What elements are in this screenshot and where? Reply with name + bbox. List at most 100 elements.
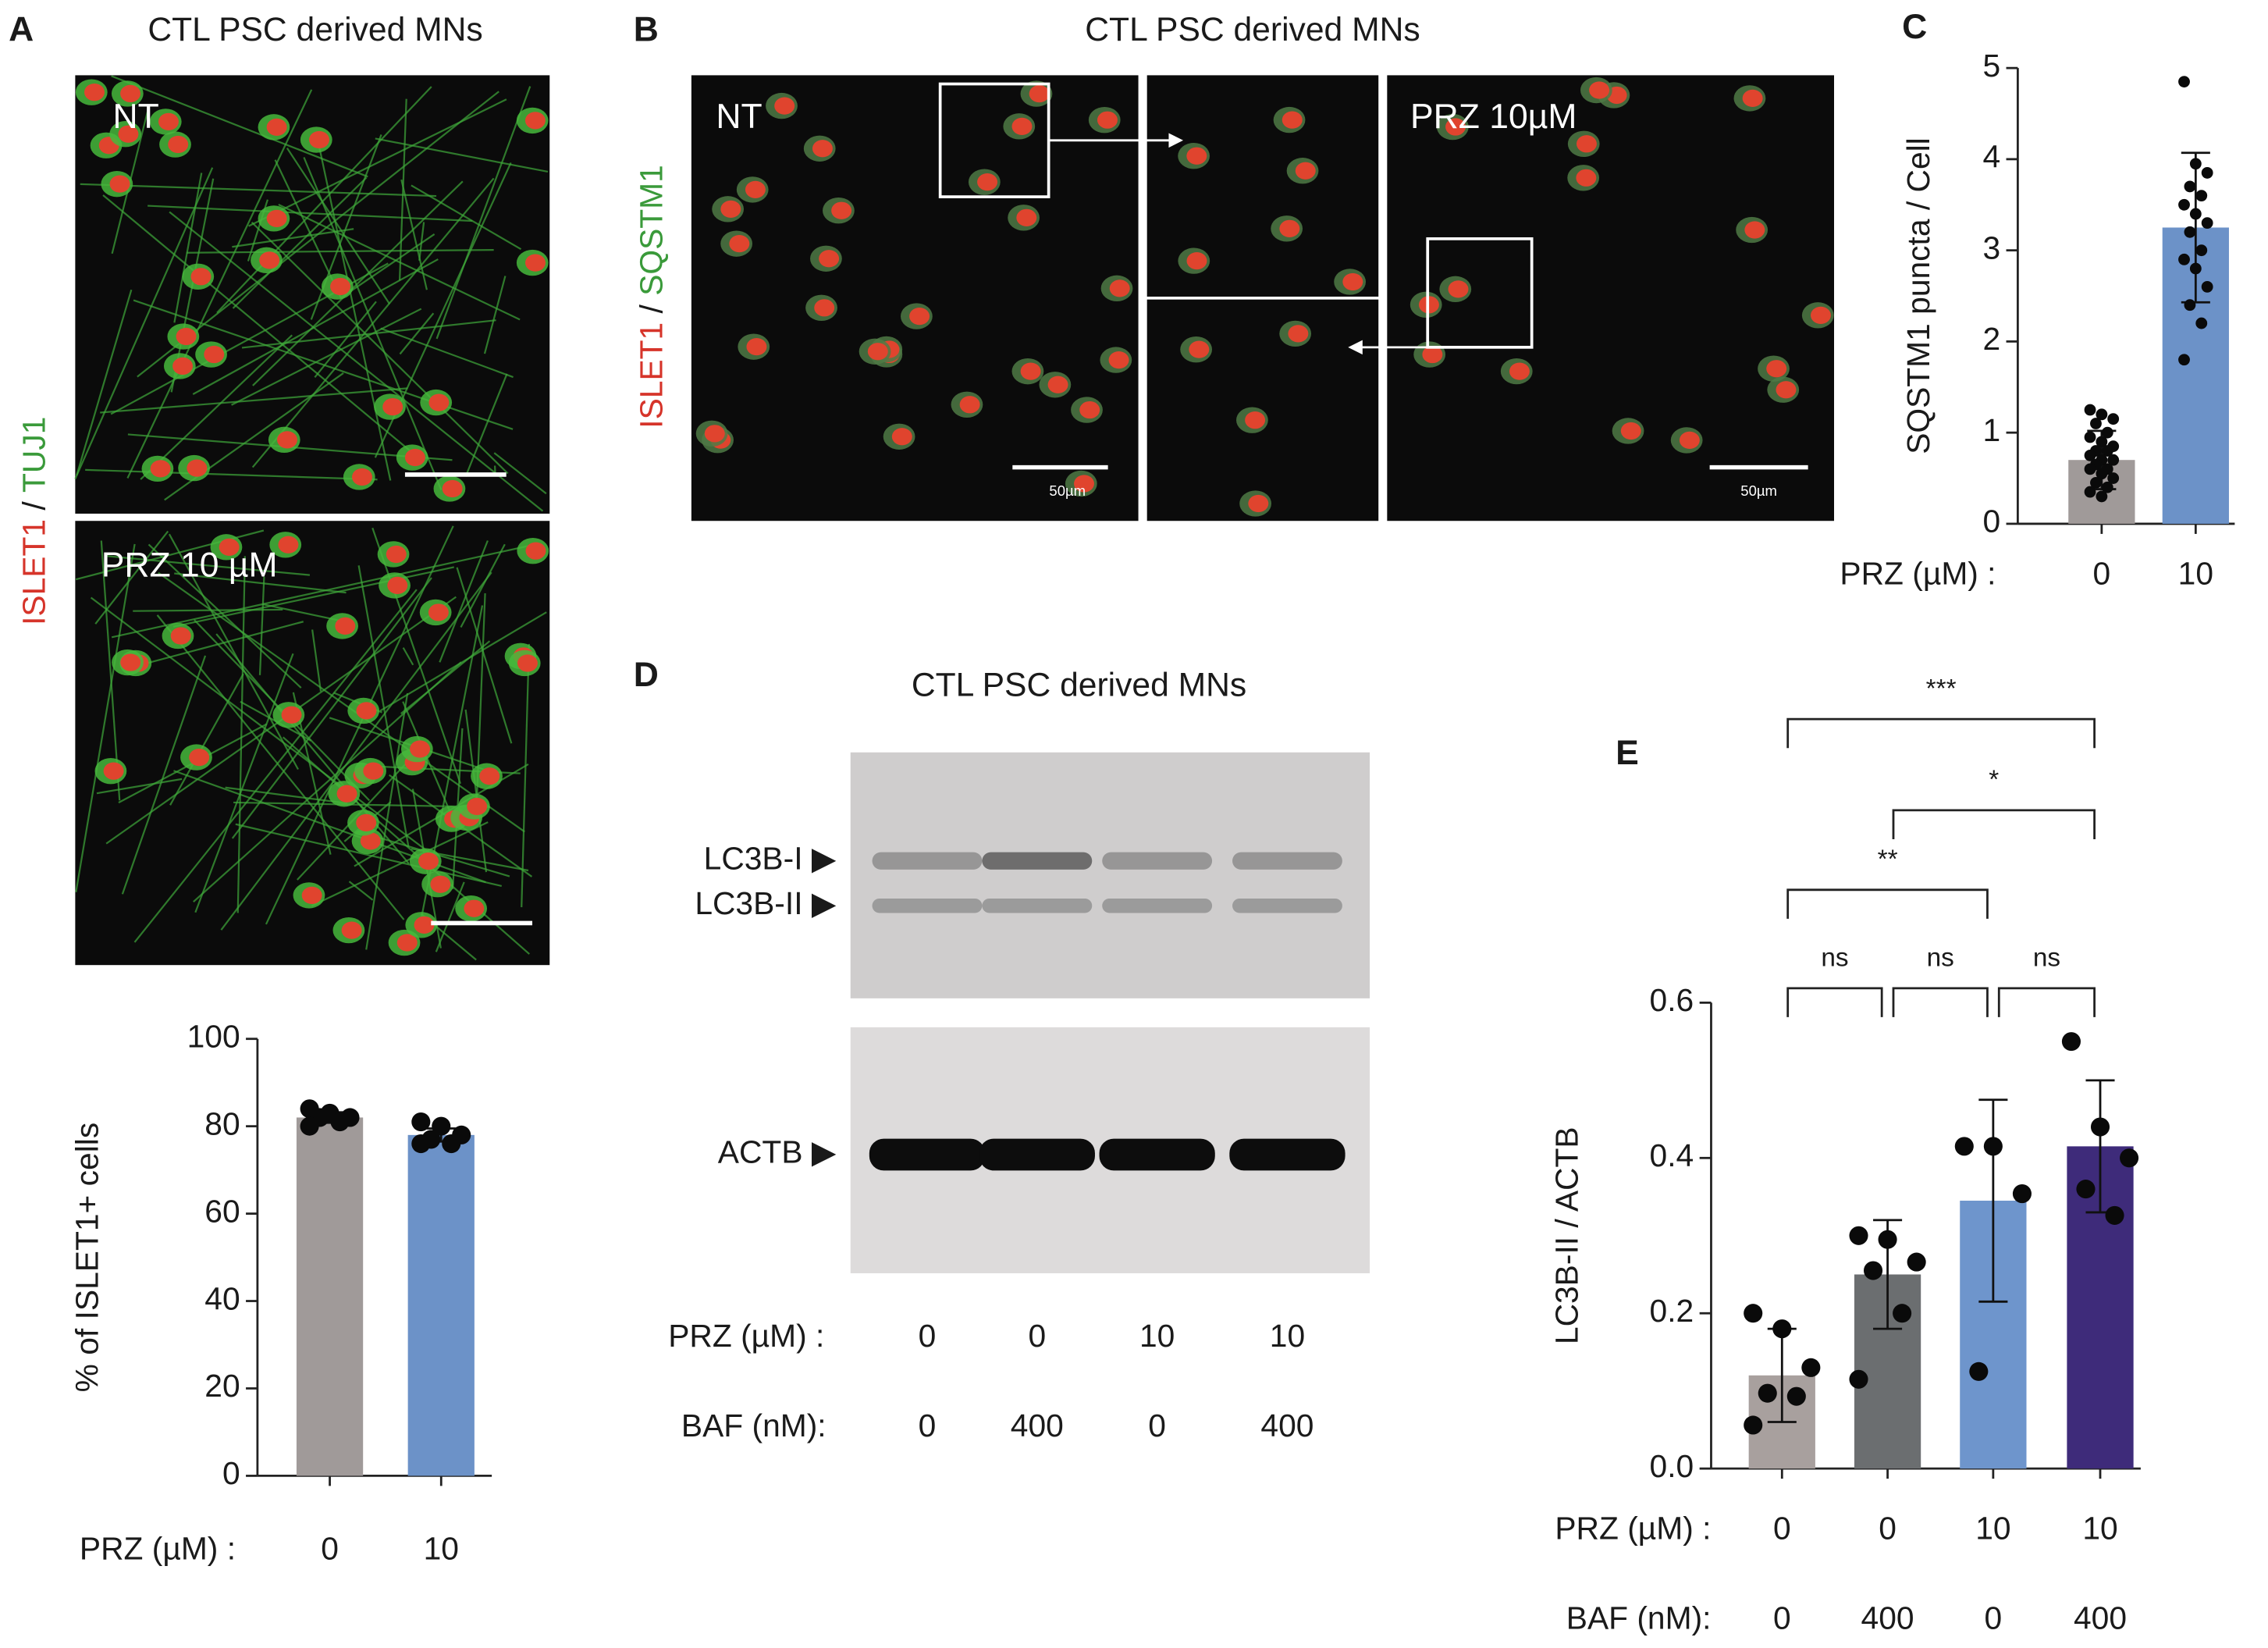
- nucleus: [745, 180, 766, 199]
- stain-part: ISLET1: [633, 322, 669, 429]
- data-point: [1863, 1261, 1883, 1280]
- nucleus: [176, 327, 197, 346]
- neurite: [371, 527, 461, 785]
- x-row-label: BAF (nM):: [1566, 1600, 1712, 1636]
- y-tick-label: 0: [1982, 504, 2000, 539]
- data-point: [1744, 1415, 1763, 1435]
- nucleus: [1108, 351, 1129, 369]
- neurite: [400, 179, 428, 290]
- significance-bracket: [1997, 987, 2096, 1017]
- scale-label: 50µm: [1049, 482, 1086, 499]
- bar: [296, 1117, 364, 1476]
- nucleus: [266, 209, 287, 227]
- data-point: [1772, 1319, 1792, 1339]
- data-point: [1786, 1386, 1806, 1406]
- nucleus: [190, 268, 212, 286]
- data-point: [2184, 226, 2196, 238]
- nucleus: [1248, 494, 1269, 513]
- data-point: [2189, 262, 2202, 275]
- significance-label: **: [1878, 845, 1898, 874]
- nucleus: [909, 307, 930, 326]
- neurite: [483, 276, 507, 354]
- nucleus: [819, 250, 840, 268]
- data-point: [330, 1112, 350, 1132]
- nucleus: [301, 886, 322, 905]
- data-point: [2061, 1032, 2081, 1052]
- nucleus: [168, 135, 189, 154]
- x-tick-label: 0: [321, 1531, 339, 1567]
- neurite: [493, 452, 547, 495]
- nucleus: [1742, 89, 1763, 108]
- nucleus: [812, 140, 833, 158]
- nucleus: [977, 173, 998, 191]
- data-point: [1849, 1226, 1868, 1245]
- neurite: [380, 327, 514, 379]
- nucleus: [1295, 162, 1316, 180]
- significance-label: ***: [1926, 675, 1957, 703]
- nucleus: [1109, 279, 1130, 297]
- y-tick-label: 0: [222, 1455, 240, 1491]
- row-label: BAF (nM):: [681, 1408, 827, 1443]
- nucleus: [187, 459, 208, 477]
- nucleus: [170, 627, 191, 645]
- nucleus: [831, 201, 852, 219]
- nucleus: [1422, 345, 1443, 364]
- neurite: [375, 137, 549, 173]
- band: [1229, 1138, 1346, 1171]
- nucleus: [103, 762, 124, 780]
- data-point: [1893, 1304, 1912, 1323]
- cells: [75, 525, 549, 961]
- neurite: [94, 530, 169, 625]
- row-value: 0: [919, 1408, 937, 1443]
- x-axis-label: PRZ (µM) :: [80, 1531, 236, 1567]
- cells: [1410, 77, 1834, 454]
- stain-part: /: [633, 296, 669, 322]
- data-point: [2201, 280, 2213, 293]
- band: [1099, 1138, 1215, 1171]
- data-point: [1907, 1252, 1926, 1272]
- data-point: [1969, 1361, 1989, 1381]
- nucleus: [729, 235, 750, 253]
- neurite: [169, 211, 544, 512]
- band: [1232, 898, 1342, 913]
- nucleus: [356, 702, 377, 720]
- band: [1102, 898, 1213, 913]
- significance-label: ns: [2033, 944, 2060, 973]
- nucleus: [189, 748, 210, 767]
- panel-letter: B: [634, 11, 659, 49]
- nucleus: [524, 112, 546, 130]
- neurite: [133, 589, 418, 943]
- micrograph: [691, 75, 1139, 521]
- neurite: [140, 334, 293, 480]
- neurite: [111, 545, 529, 639]
- nucleus: [517, 654, 538, 672]
- nucleus: [746, 338, 767, 356]
- panel-title: CTL PSC derived MNs: [148, 11, 482, 48]
- band: [872, 852, 983, 870]
- nucleus: [204, 345, 225, 364]
- y-tick-label: 80: [204, 1105, 240, 1141]
- data-point: [2096, 490, 2108, 503]
- nucleus: [525, 542, 546, 560]
- data-point: [2107, 413, 2120, 425]
- row-value: 10: [1270, 1318, 1305, 1354]
- band-label: LC3B-I ▶: [704, 841, 837, 877]
- panel-letter: D: [634, 656, 659, 694]
- x-tick-label: 10: [424, 1531, 459, 1567]
- band: [1232, 852, 1342, 870]
- data-point: [2084, 449, 2096, 461]
- x-tick-label: 0: [1879, 1511, 1897, 1547]
- nucleus: [1744, 221, 1765, 239]
- nucleus: [158, 112, 179, 131]
- nucleus: [1589, 81, 1610, 99]
- neurite: [126, 89, 313, 479]
- x-axis-label: PRZ (µM) :: [1840, 555, 1996, 591]
- neurite: [521, 643, 530, 908]
- nucleus: [363, 762, 384, 780]
- neurite: [169, 673, 244, 806]
- neurite: [241, 319, 496, 349]
- neurite: [236, 556, 246, 913]
- nucleus: [467, 797, 488, 816]
- nucleus: [1766, 360, 1787, 378]
- neurite: [148, 543, 302, 689]
